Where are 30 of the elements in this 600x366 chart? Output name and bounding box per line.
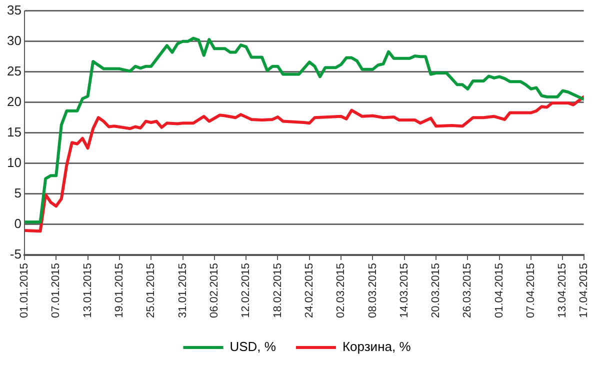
y-tick-label: 25 [6,63,22,78]
x-tick-label: 13.01.2015 [82,262,94,318]
x-tick-label: 18.02.2015 [272,262,284,318]
x-tick-label: 24.02.2015 [303,262,316,318]
x-tick-label: 07.04.2015 [525,262,538,318]
y-tick-label: 10 [6,154,22,170]
x-tick-label: 01.01.2015 [18,262,30,318]
x-tick-label: 20.03.2015 [430,262,442,318]
x-tick-label: 14.03.2015 [398,262,410,318]
x-tick-label: 06.02.2015 [208,262,220,318]
x-tick-label: 08.03.2015 [366,262,379,318]
x-tick-label: 01.04.2015 [493,262,506,318]
y-tick-label: -5 [10,246,22,262]
x-tick-label: 07.01.2015 [50,262,62,318]
x-tick-label: 17.04.2015 [578,262,590,318]
x-tick-label: 31.01.2015 [176,262,189,318]
y-tick-label: 20 [6,94,22,109]
x-tick-label: 13.04.2015 [556,262,569,318]
y-tick-label: 15 [6,124,22,140]
legend-label: USD, % [230,339,276,354]
x-tick-label: 26.03.2015 [462,262,474,318]
y-tick-label: 30 [6,32,22,48]
x-tick-label: 19.01.2015 [113,262,126,318]
x-tick-label: 12.02.2015 [240,262,252,318]
legend-label: Корзина, % [342,339,412,354]
y-tick-label: 35 [6,2,22,18]
y-tick-label: 0 [14,216,22,232]
y-tick-label: 5 [14,185,22,200]
x-tick-label: 02.03.2015 [335,262,348,318]
x-tick-label: 25.01.2015 [145,262,158,318]
